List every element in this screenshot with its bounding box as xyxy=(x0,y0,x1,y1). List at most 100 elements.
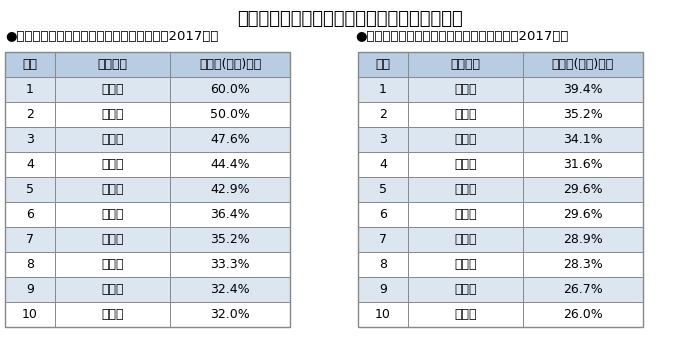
FancyBboxPatch shape xyxy=(408,227,523,252)
FancyBboxPatch shape xyxy=(358,227,408,252)
FancyBboxPatch shape xyxy=(5,302,55,327)
FancyBboxPatch shape xyxy=(55,102,170,127)
Text: 1: 1 xyxy=(26,83,34,96)
Text: 47.6%: 47.6% xyxy=(210,133,250,146)
FancyBboxPatch shape xyxy=(408,277,523,302)
FancyBboxPatch shape xyxy=(523,227,643,252)
Text: 新　潟: 新 潟 xyxy=(102,83,124,96)
FancyBboxPatch shape xyxy=(55,177,170,202)
Text: 順位: 順位 xyxy=(375,58,391,71)
FancyBboxPatch shape xyxy=(358,52,408,77)
Text: 28.9%: 28.9% xyxy=(563,233,603,246)
Text: 三　重: 三 重 xyxy=(102,283,124,296)
Text: 39.4%: 39.4% xyxy=(564,83,603,96)
Text: 滋　賀: 滋 賀 xyxy=(102,258,124,271)
Text: 32.0%: 32.0% xyxy=(210,308,250,321)
Text: 33.3%: 33.3% xyxy=(210,258,250,271)
Text: 10: 10 xyxy=(22,308,38,321)
FancyBboxPatch shape xyxy=(408,177,523,202)
Text: 26.0%: 26.0% xyxy=(563,308,603,321)
FancyBboxPatch shape xyxy=(5,152,55,177)
FancyBboxPatch shape xyxy=(55,227,170,252)
FancyBboxPatch shape xyxy=(5,227,55,252)
Text: 和歌山: 和歌山 xyxy=(454,133,477,146)
FancyBboxPatch shape xyxy=(523,202,643,227)
Text: 9: 9 xyxy=(379,283,387,296)
Text: 三　重: 三 重 xyxy=(454,233,477,246)
FancyBboxPatch shape xyxy=(55,202,170,227)
Text: 高　知: 高 知 xyxy=(102,133,124,146)
FancyBboxPatch shape xyxy=(170,277,290,302)
FancyBboxPatch shape xyxy=(523,152,643,177)
Text: 8: 8 xyxy=(379,258,387,271)
FancyBboxPatch shape xyxy=(5,277,55,302)
Text: 2: 2 xyxy=(379,108,387,121)
FancyBboxPatch shape xyxy=(358,102,408,127)
FancyBboxPatch shape xyxy=(523,127,643,152)
Text: ＜通学中の自転車事故の１当割合ランキング＞: ＜通学中の自転車事故の１当割合ランキング＞ xyxy=(237,10,463,28)
Text: ●高校生の通学時自転車事故の加害者割合（2017年）: ●高校生の通学時自転車事故の加害者割合（2017年） xyxy=(355,30,568,43)
Text: 10: 10 xyxy=(375,308,391,321)
FancyBboxPatch shape xyxy=(523,52,643,77)
FancyBboxPatch shape xyxy=(408,202,523,227)
Text: 35.2%: 35.2% xyxy=(563,108,603,121)
Text: 兵　庫: 兵 庫 xyxy=(454,83,477,96)
FancyBboxPatch shape xyxy=(170,177,290,202)
Text: 60.0%: 60.0% xyxy=(210,83,250,96)
Text: 28.3%: 28.3% xyxy=(563,258,603,271)
FancyBboxPatch shape xyxy=(170,152,290,177)
FancyBboxPatch shape xyxy=(358,302,408,327)
FancyBboxPatch shape xyxy=(170,102,290,127)
FancyBboxPatch shape xyxy=(408,127,523,152)
Text: 東　京: 東 京 xyxy=(454,258,477,271)
FancyBboxPatch shape xyxy=(55,302,170,327)
Text: 3: 3 xyxy=(26,133,34,146)
FancyBboxPatch shape xyxy=(5,252,55,277)
Text: 栃　木: 栃 木 xyxy=(454,108,477,121)
Text: 静　岡: 静 岡 xyxy=(454,208,477,221)
FancyBboxPatch shape xyxy=(408,252,523,277)
Text: 8: 8 xyxy=(26,258,34,271)
Text: 6: 6 xyxy=(379,208,387,221)
Text: 29.6%: 29.6% xyxy=(564,208,603,221)
Text: 兵　庫: 兵 庫 xyxy=(102,183,124,196)
FancyBboxPatch shape xyxy=(358,252,408,277)
Text: 富　山: 富 山 xyxy=(102,158,124,171)
FancyBboxPatch shape xyxy=(358,152,408,177)
FancyBboxPatch shape xyxy=(408,302,523,327)
Text: 栃　木: 栃 木 xyxy=(102,208,124,221)
FancyBboxPatch shape xyxy=(170,202,290,227)
FancyBboxPatch shape xyxy=(170,302,290,327)
Text: 5: 5 xyxy=(379,183,387,196)
FancyBboxPatch shape xyxy=(5,77,55,102)
Text: 都道府県: 都道府県 xyxy=(451,58,480,71)
FancyBboxPatch shape xyxy=(358,177,408,202)
FancyBboxPatch shape xyxy=(523,277,643,302)
Text: 高　知: 高 知 xyxy=(454,158,477,171)
Text: 加害者(１当)割合: 加害者(１当)割合 xyxy=(199,58,261,71)
FancyBboxPatch shape xyxy=(170,252,290,277)
Text: 42.9%: 42.9% xyxy=(210,183,250,196)
Text: ●中学生の通学時自転車事故の加害者割合（2017年）: ●中学生の通学時自転車事故の加害者割合（2017年） xyxy=(5,30,218,43)
FancyBboxPatch shape xyxy=(408,52,523,77)
Text: 9: 9 xyxy=(26,283,34,296)
Text: 順位: 順位 xyxy=(22,58,38,71)
Text: 2: 2 xyxy=(26,108,34,121)
FancyBboxPatch shape xyxy=(523,252,643,277)
FancyBboxPatch shape xyxy=(55,127,170,152)
FancyBboxPatch shape xyxy=(408,102,523,127)
Text: 3: 3 xyxy=(379,133,387,146)
FancyBboxPatch shape xyxy=(5,102,55,127)
Text: 7: 7 xyxy=(379,233,387,246)
FancyBboxPatch shape xyxy=(55,77,170,102)
Text: 滋　賀: 滋 賀 xyxy=(454,183,477,196)
FancyBboxPatch shape xyxy=(170,227,290,252)
FancyBboxPatch shape xyxy=(523,302,643,327)
Text: 京　都: 京 都 xyxy=(454,308,477,321)
Text: 34.1%: 34.1% xyxy=(564,133,603,146)
FancyBboxPatch shape xyxy=(523,102,643,127)
FancyBboxPatch shape xyxy=(55,152,170,177)
FancyBboxPatch shape xyxy=(170,77,290,102)
FancyBboxPatch shape xyxy=(5,202,55,227)
FancyBboxPatch shape xyxy=(170,127,290,152)
